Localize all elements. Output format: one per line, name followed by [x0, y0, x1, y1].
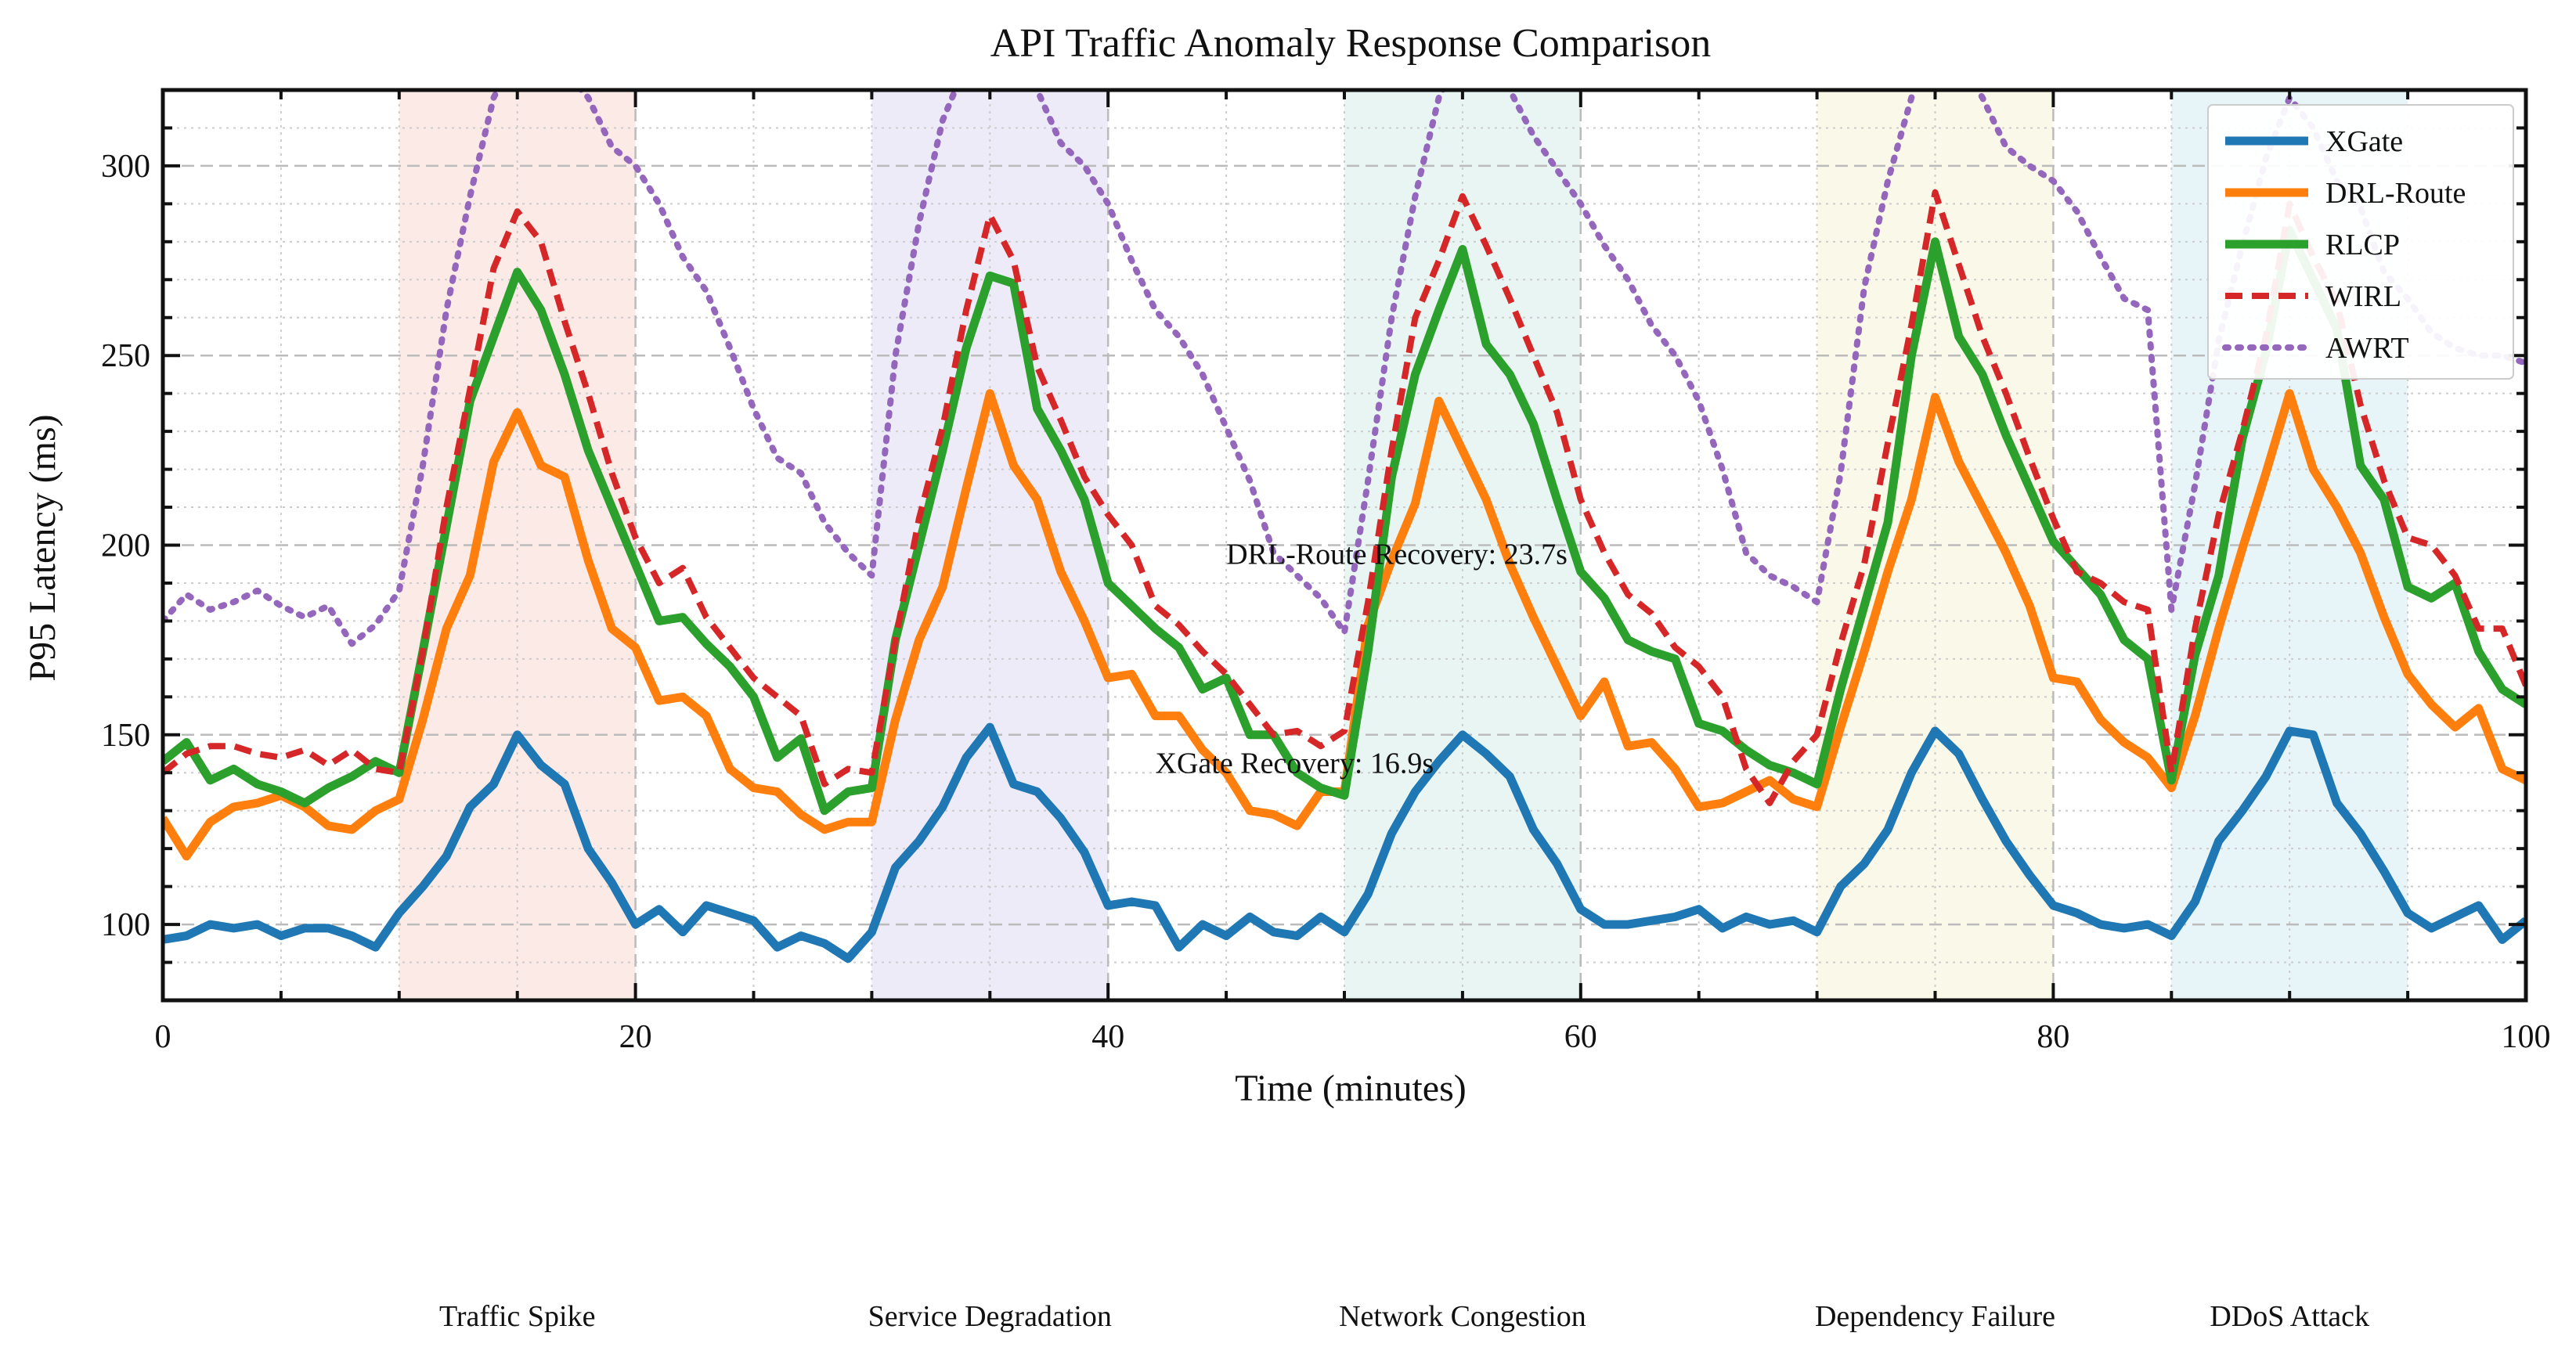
event-label: Service Degradation	[868, 1300, 1112, 1333]
legend-label: XGate	[2325, 125, 2403, 158]
series-line-wirl	[163, 189, 2526, 806]
y-tick-label: 300	[101, 149, 150, 185]
x-tick-label: 20	[619, 1019, 652, 1055]
x-axis-label: Time (minutes)	[1235, 1068, 1467, 1109]
event-label: Dependency Failure	[1815, 1300, 2055, 1333]
y-tick-label: 100	[101, 907, 150, 943]
y-tick-label: 200	[101, 528, 150, 564]
y-axis-label: P95 Latency (ms)	[22, 414, 63, 681]
annotation-1: XGate Recovery: 16.9s	[1156, 747, 1434, 780]
legend-label: WIRL	[2325, 280, 2401, 313]
y-tick-label: 250	[101, 338, 150, 374]
legend-label: DRL-Route	[2325, 177, 2466, 210]
event-label: DDoS Attack	[2210, 1300, 2369, 1333]
event-label: Network Congestion	[1339, 1300, 1586, 1333]
chart-title: API Traffic Anomaly Response Comparison	[990, 21, 1712, 66]
legend-box	[2207, 104, 2514, 380]
series-line-rlcp	[163, 225, 2526, 816]
x-tick-label: 0	[155, 1019, 171, 1055]
x-tick-label: 60	[1564, 1019, 1597, 1055]
y-tick-label: 150	[101, 718, 150, 754]
legend-label: AWRT	[2325, 332, 2409, 365]
legend: XGate DRL-Route RLCP WIRL AWRT	[2207, 104, 2514, 380]
legend-label: RLCP	[2325, 229, 2400, 261]
series-line-xgate	[163, 722, 2526, 964]
x-tick-label: 100	[2502, 1019, 2551, 1055]
annotation-0: DRL-Route Recovery: 23.7s	[1226, 539, 1568, 571]
event-label: Traffic Spike	[439, 1300, 596, 1333]
series-line-awrt	[163, 90, 2526, 647]
x-tick-label: 40	[1091, 1019, 1124, 1055]
x-tick-label: 80	[2037, 1019, 2069, 1055]
